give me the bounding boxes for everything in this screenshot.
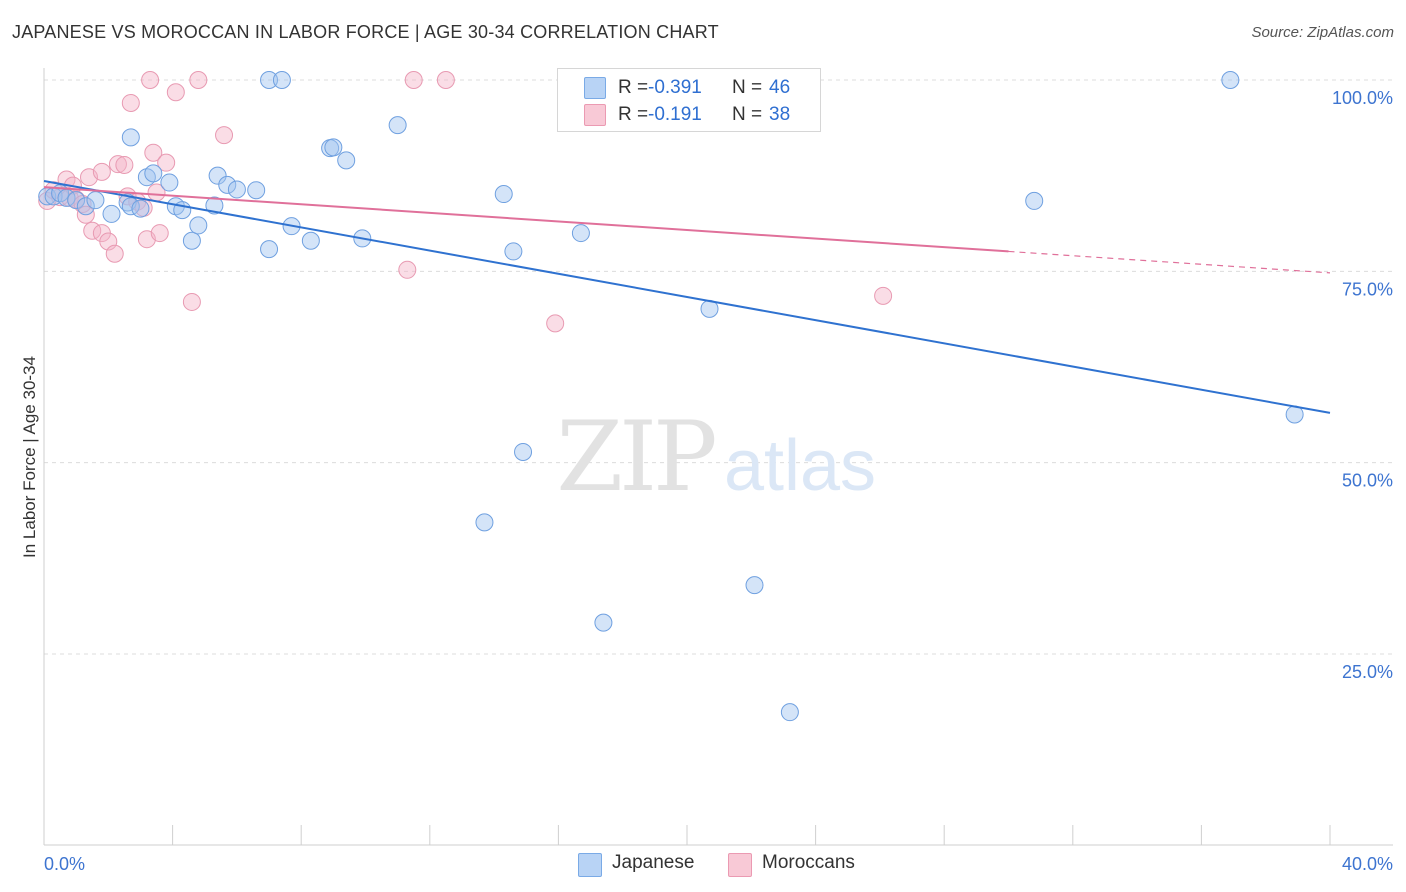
source-label: Source: ZipAtlas.com — [1251, 24, 1394, 41]
n-value: 46 — [769, 77, 791, 98]
x-tick-label: 40.0% — [1342, 854, 1393, 874]
moroccans-trend-line — [43, 186, 1009, 253]
japanese-legend-label: Japanese — [612, 852, 695, 873]
moroccans-point — [215, 126, 234, 145]
moroccans-point — [546, 314, 565, 333]
moroccans-point — [141, 71, 160, 89]
japanese-point — [260, 71, 279, 89]
moroccans-point — [436, 71, 455, 89]
x-tick-label: 0.0% — [44, 854, 85, 874]
japanese-point — [205, 196, 224, 215]
y-tick-label: 25.0% — [1342, 662, 1393, 682]
japanese-point — [324, 138, 343, 157]
moroccans-point — [398, 260, 417, 279]
y-tick-label: 100.0% — [1332, 88, 1393, 108]
moroccans-points — [38, 71, 893, 333]
moroccans-point — [157, 153, 176, 172]
trend-lines — [43, 180, 1331, 414]
japanese-swatch — [584, 77, 606, 99]
japanese-point — [76, 197, 95, 216]
moroccans-point — [115, 155, 134, 174]
watermark-atlas: atlas — [724, 426, 876, 506]
japanese-point — [218, 175, 237, 194]
japanese-point — [504, 242, 523, 261]
moroccans-point — [404, 71, 423, 89]
moroccans-legend-swatch — [728, 853, 752, 877]
r-label: R = — [618, 77, 649, 98]
japanese-point — [388, 116, 407, 135]
n-value: 38 — [769, 104, 791, 125]
n-label: N = — [732, 77, 763, 98]
japanese-point — [102, 204, 121, 223]
moroccans-point — [105, 244, 124, 263]
japanese-point — [247, 181, 266, 200]
japanese-point — [571, 224, 590, 243]
japanese-point — [144, 164, 163, 183]
moroccans-point — [189, 71, 208, 89]
japanese-point — [182, 231, 201, 250]
japanese-point — [208, 166, 227, 185]
r-value: -0.191 — [648, 104, 702, 125]
chart-title: JAPANESE VS MOROCCAN IN LABOR FORCE | AG… — [12, 22, 719, 42]
stats-legend: R = -0.391 N = 46 R = -0.191 N = 38 — [557, 68, 821, 132]
japanese-point — [67, 191, 86, 210]
watermark-zip: ZIP — [556, 401, 715, 513]
japanese-points — [38, 71, 1304, 722]
japanese-point — [594, 613, 613, 632]
moroccans-point — [150, 224, 169, 243]
moroccans-point — [182, 292, 201, 311]
japanese-point — [780, 703, 799, 722]
japanese-point — [272, 71, 291, 89]
moroccans-swatch — [584, 104, 606, 126]
axes — [43, 68, 1393, 846]
moroccans-point — [874, 286, 893, 305]
japanese-point — [86, 191, 105, 210]
japanese-point — [121, 128, 140, 147]
japanese-point — [160, 173, 179, 192]
gridlines — [44, 79, 1393, 655]
japanese-trend-line — [43, 180, 1331, 414]
japanese-point — [131, 199, 150, 218]
japanese-point — [745, 576, 764, 595]
moroccans-trend-extension — [1008, 250, 1331, 274]
japanese-point — [475, 513, 494, 532]
y-tick-label: 50.0% — [1342, 471, 1393, 491]
japanese-point — [301, 231, 320, 250]
japanese-legend-swatch — [578, 853, 602, 877]
japanese-point — [494, 185, 513, 204]
y-tick-label: 75.0% — [1342, 279, 1393, 299]
r-label: R = — [618, 104, 649, 125]
japanese-point — [1025, 191, 1044, 210]
japanese-point — [1221, 71, 1240, 89]
n-label: N = — [732, 104, 763, 125]
moroccans-point — [166, 83, 185, 102]
tick-labels: 100.0% 75.0% 50.0% 25.0% 0.0% 40.0% — [44, 88, 1393, 874]
japanese-point — [514, 442, 533, 461]
moroccans-point — [144, 143, 163, 162]
moroccans-point — [121, 93, 140, 112]
japanese-point — [337, 151, 356, 170]
japanese-point — [227, 180, 246, 199]
r-value: -0.391 — [648, 77, 702, 98]
moroccans-legend-label: Moroccans — [762, 852, 855, 873]
moroccans-point — [92, 162, 111, 181]
japanese-point — [189, 216, 208, 235]
moroccans-point — [108, 155, 127, 174]
japanese-point — [260, 240, 279, 259]
